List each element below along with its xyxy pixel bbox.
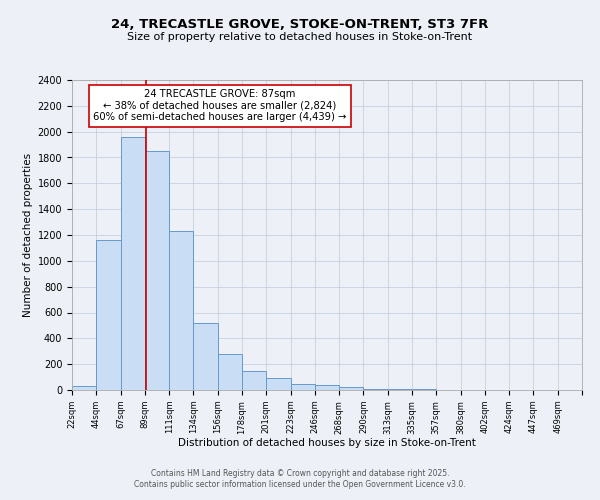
Bar — [72, 386, 96, 390]
Bar — [339, 388, 364, 390]
Text: 24 TRECASTLE GROVE: 87sqm
← 38% of detached houses are smaller (2,824)
60% of se: 24 TRECASTLE GROVE: 87sqm ← 38% of detac… — [93, 90, 347, 122]
Bar — [218, 354, 242, 390]
Bar — [315, 385, 339, 390]
Bar — [266, 378, 290, 390]
Bar — [290, 384, 315, 390]
Bar — [121, 137, 145, 390]
Text: Contains HM Land Registry data © Crown copyright and database right 2025.: Contains HM Land Registry data © Crown c… — [151, 468, 449, 477]
Text: Size of property relative to detached houses in Stoke-on-Trent: Size of property relative to detached ho… — [127, 32, 473, 42]
Bar — [145, 151, 169, 390]
Bar — [193, 323, 218, 390]
X-axis label: Distribution of detached houses by size in Stoke-on-Trent: Distribution of detached houses by size … — [178, 438, 476, 448]
Bar — [96, 240, 121, 390]
Bar — [242, 370, 266, 390]
Text: 24, TRECASTLE GROVE, STOKE-ON-TRENT, ST3 7FR: 24, TRECASTLE GROVE, STOKE-ON-TRENT, ST3… — [112, 18, 488, 30]
Bar — [169, 231, 193, 390]
Text: Contains public sector information licensed under the Open Government Licence v3: Contains public sector information licen… — [134, 480, 466, 489]
Bar — [364, 388, 388, 390]
Y-axis label: Number of detached properties: Number of detached properties — [23, 153, 34, 317]
